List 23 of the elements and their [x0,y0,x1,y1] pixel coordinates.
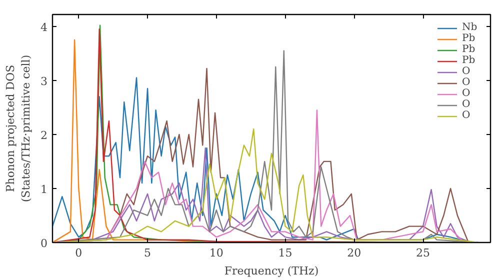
y-axis-title: Phonon projected DOS (States/THz·primitive cell) [4,54,32,202]
legend-label: O [462,77,472,88]
y-tick-label: 2 [40,128,48,142]
x-tick-label: 0 [75,246,82,260]
x-tick-label: 15 [278,246,292,260]
legend-label: Nb [462,22,478,33]
x-axis-title: Frequency (THz) [224,264,319,278]
y-tick-label: 3 [40,74,48,88]
y-tick-label: 1 [40,182,48,196]
legend-label: O [462,88,472,99]
legend-label: O [462,66,472,77]
x-tick-label: 20 [347,246,362,260]
x-tick-label: 10 [209,246,224,260]
x-tick-label: 25 [416,246,430,260]
legend-label: Pb [462,33,476,44]
legend-label: O [462,99,472,110]
legend-label: Pb [462,55,476,66]
y-tick-label: 0 [40,237,48,250]
legend-label: O [462,110,472,121]
y-tick-label: 4 [40,20,48,34]
legend-label: Pb [462,44,476,55]
x-tick-label: 5 [144,246,152,260]
line-series [52,128,479,242]
